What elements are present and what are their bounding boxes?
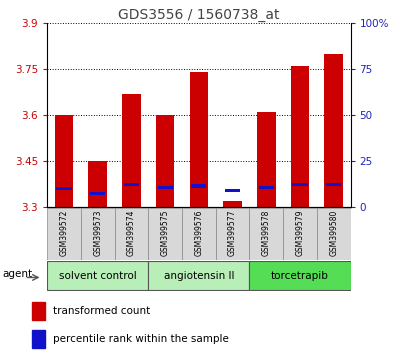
Bar (88, 161, 107, 207)
Bar (47, 208, 81, 260)
Bar (56, 187, 72, 190)
Bar (122, 93, 140, 207)
Text: agent: agent (2, 269, 32, 279)
Text: GSM399578: GSM399578 (261, 209, 270, 256)
Bar (47, 262, 148, 290)
Bar (124, 183, 139, 186)
Bar (157, 185, 172, 189)
Text: GSM399575: GSM399575 (160, 209, 169, 256)
Bar (32, 302, 45, 320)
Text: GSM399576: GSM399576 (194, 209, 203, 256)
Bar (283, 208, 316, 260)
Text: GSM399574: GSM399574 (127, 209, 136, 256)
Bar (148, 208, 182, 260)
Bar (114, 208, 148, 260)
Text: percentile rank within the sample: percentile rank within the sample (52, 334, 228, 344)
Bar (225, 189, 240, 192)
Text: GSM399580: GSM399580 (328, 209, 337, 256)
Text: GSM399573: GSM399573 (93, 209, 102, 256)
Title: GDS3556 / 1560738_at: GDS3556 / 1560738_at (118, 8, 279, 22)
Bar (55, 115, 73, 207)
Text: angiotensin II: angiotensin II (163, 271, 234, 281)
Bar (155, 115, 174, 207)
Bar (290, 66, 308, 207)
Bar (189, 72, 208, 207)
Text: torcetrapib: torcetrapib (270, 271, 328, 281)
Bar (81, 208, 114, 260)
Bar (249, 262, 350, 290)
Bar (258, 185, 273, 189)
Bar (249, 208, 283, 260)
Bar (191, 184, 206, 188)
Text: GSM399572: GSM399572 (59, 209, 68, 256)
Bar (90, 192, 105, 195)
Bar (215, 208, 249, 260)
Bar (182, 208, 215, 260)
Text: solvent control: solvent control (59, 271, 136, 281)
Text: transformed count: transformed count (52, 306, 149, 316)
Text: GSM399577: GSM399577 (227, 209, 236, 256)
Bar (292, 183, 307, 186)
Bar (324, 54, 342, 207)
Bar (316, 208, 350, 260)
Bar (256, 112, 275, 207)
Bar (325, 183, 340, 186)
Bar (148, 262, 249, 290)
Bar (223, 201, 241, 207)
Text: GSM399579: GSM399579 (295, 209, 304, 256)
Bar (32, 330, 45, 348)
